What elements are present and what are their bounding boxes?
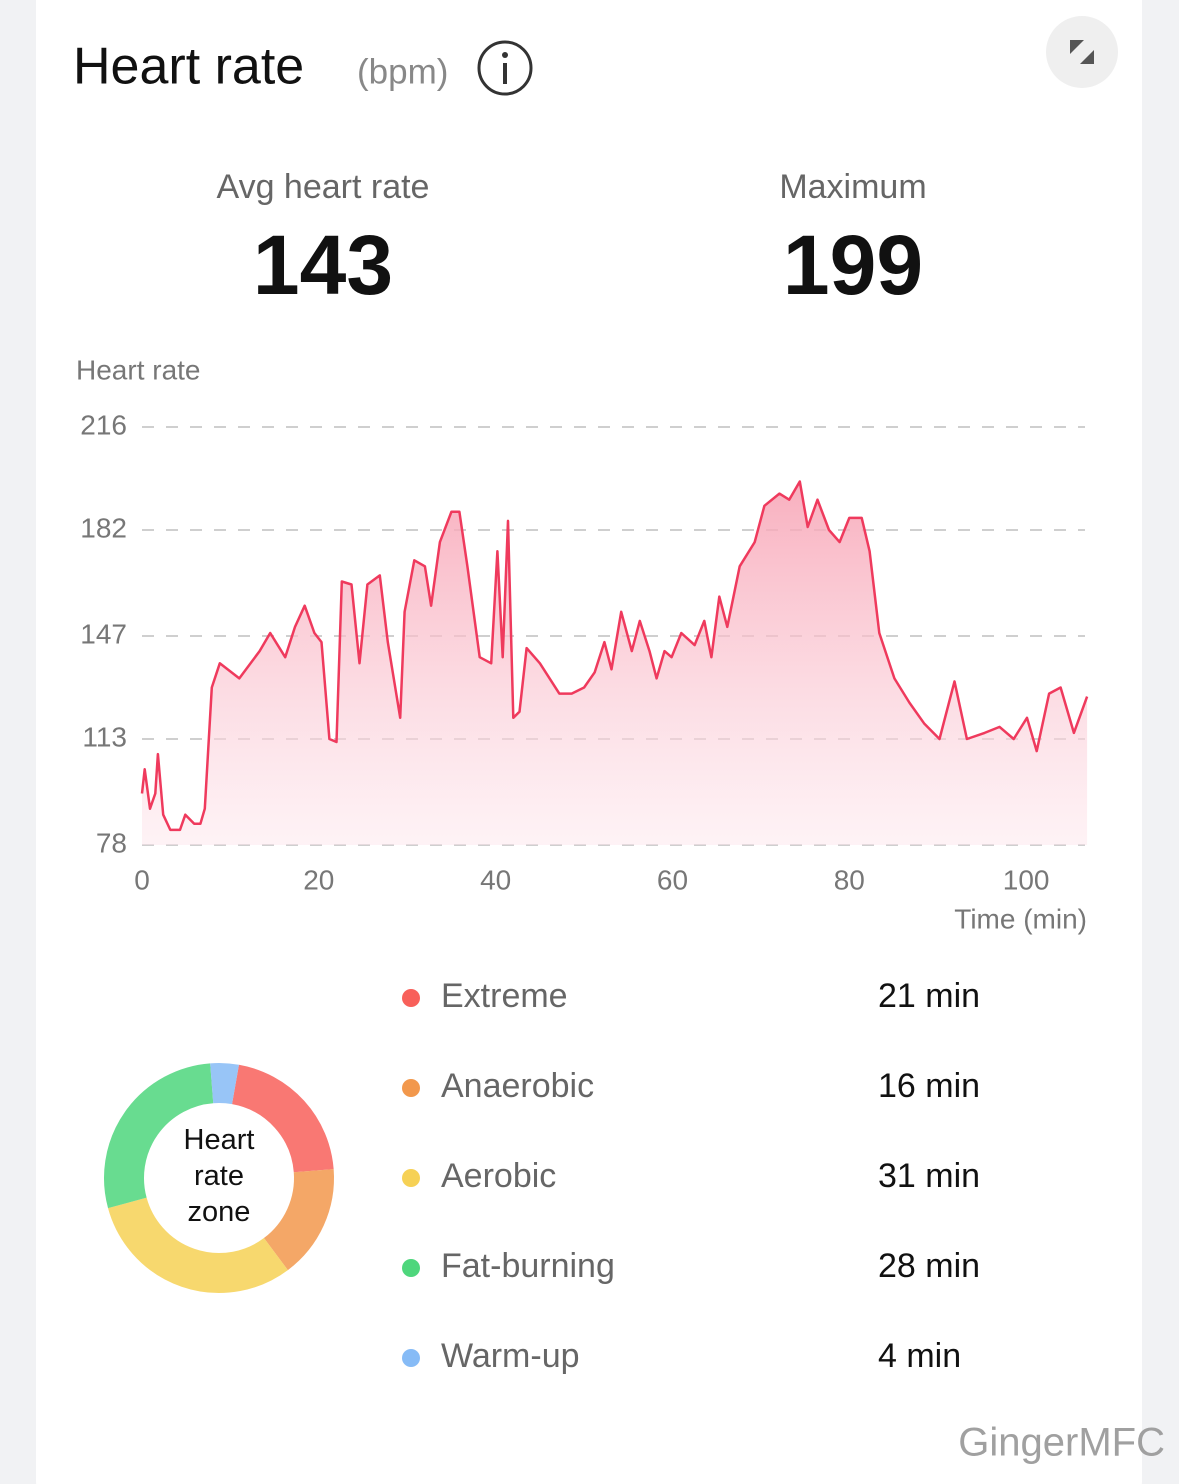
zone-arc [210,1063,239,1105]
zone-dot [402,1079,420,1097]
stat-label: Avg heart rate [217,168,430,206]
stat-value: 143 [253,218,393,312]
zone-dot [402,1169,420,1187]
watermark: GingerMFC [958,1421,1165,1465]
zone-arc [104,1063,214,1209]
y-tick-label: 216 [80,409,127,440]
heart-rate-line [140,480,1089,832]
zone-name: Fat-burning [441,1247,615,1285]
x-tick-label: 60 [657,864,688,895]
stat-label: Maximum [779,168,926,206]
zone-duration: 4 min [878,1337,961,1375]
x-tick-label: 20 [303,864,334,895]
zone-name: Aerobic [441,1157,556,1195]
y-axis-title: Heart rate [76,354,201,385]
x-tick-label: 80 [834,864,865,895]
card-title: Heart rate [73,38,304,96]
y-tick-label: 78 [96,827,127,858]
zone-duration: 16 min [878,1067,980,1105]
zone-center-label: Heart rate zone [183,1124,255,1228]
zone-arc [263,1169,334,1271]
zone-arc [231,1064,334,1173]
zone-name: Warm-up [441,1337,580,1375]
x-tick-label: 0 [134,864,150,895]
stat-value: 199 [783,218,923,312]
x-tick-label: 40 [480,864,511,895]
zone-arc [108,1197,288,1293]
zone-dot [402,1259,420,1277]
zone-duration: 21 min [878,977,980,1015]
x-tick-label: 100 [1003,864,1050,895]
y-tick-label: 113 [82,721,127,752]
unit-label: (bpm) [357,52,448,91]
zone-dot [402,989,420,1007]
y-tick-label: 182 [80,512,127,543]
y-tick-label: 147 [80,618,127,649]
heart-rate-area [142,481,1088,845]
x-axis-title: Time (min) [954,903,1087,934]
info-icon[interactable] [477,40,533,96]
zone-dot [402,1349,420,1367]
expand-button[interactable] [1046,16,1118,88]
zone-name: Anaerobic [441,1067,594,1105]
zone-name: Extreme [441,977,568,1015]
zone-duration: 31 min [878,1157,980,1195]
zone-duration: 28 min [878,1247,980,1285]
